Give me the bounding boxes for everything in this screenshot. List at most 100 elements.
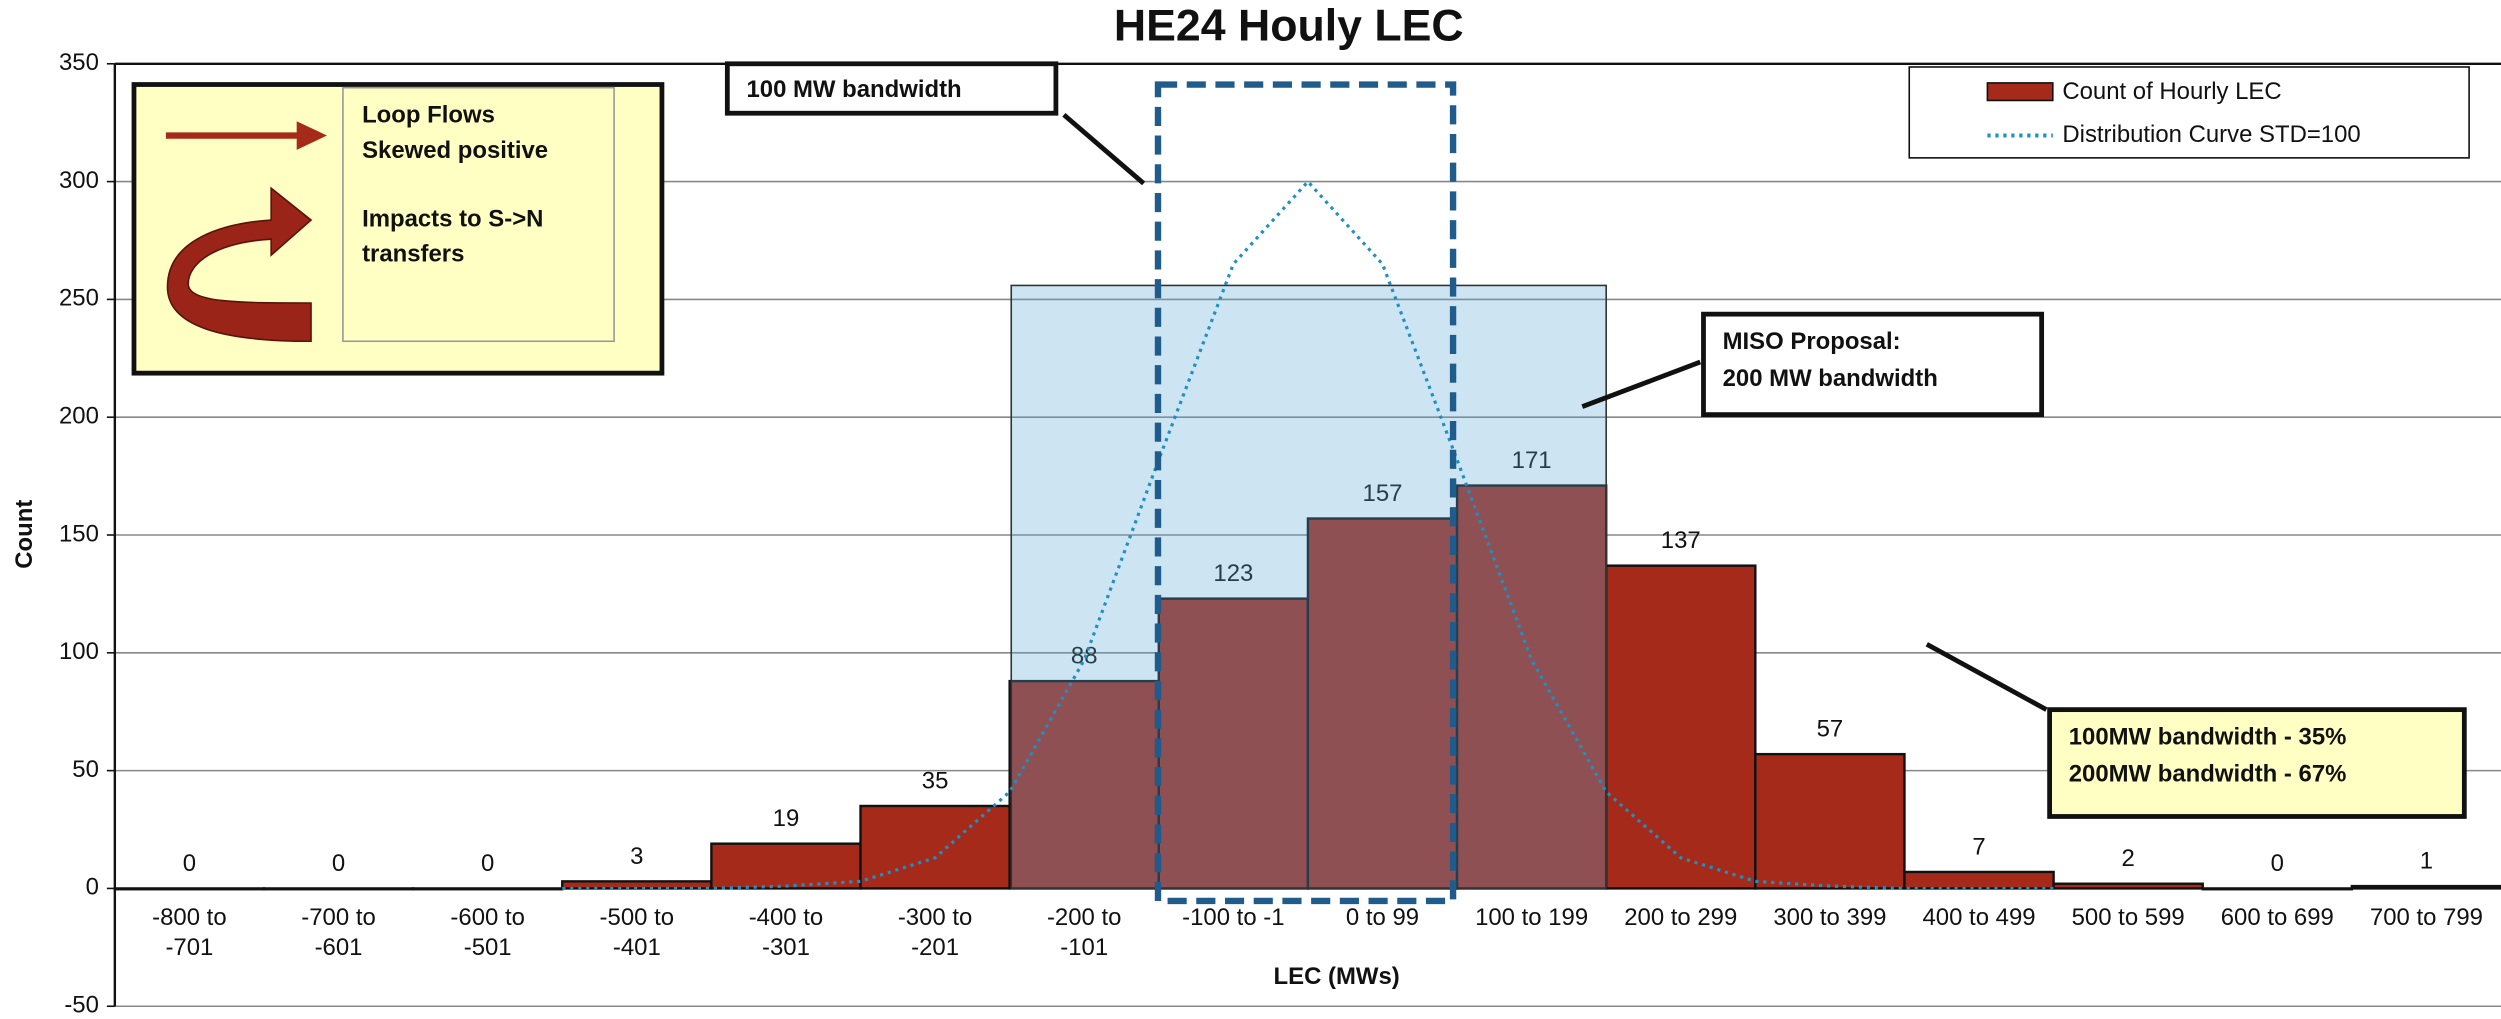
bar (2350, 884, 2501, 890)
note-text: Loop Flows (362, 102, 495, 129)
bar (1008, 679, 1160, 890)
callout-line (1925, 642, 2048, 712)
bar (262, 887, 415, 891)
bar (2201, 887, 2354, 891)
x-tick-label-box: -400 to -301 (748, 904, 824, 962)
x-tick-label-box: 200 to 299 (1624, 904, 1738, 932)
x-tick-label: -300 to -201 (897, 904, 973, 962)
y-tick-label: 250 (59, 285, 99, 312)
callout-text: 200 MW bandwidth (1723, 365, 1938, 392)
callout-box (724, 61, 1059, 116)
x-tick-label: 300 to 399 (1773, 904, 1887, 932)
x-tick-label: -600 to -501 (450, 904, 525, 962)
x-tick-label-box: -800 to -701 (152, 904, 227, 962)
y-tick-label: -50 (64, 992, 99, 1019)
bar (1604, 564, 1757, 890)
data-label: 171 (1512, 447, 1552, 474)
data-label: 1 (2420, 847, 2433, 874)
x-tick-label: -200 to -101 (1046, 904, 1122, 962)
callout-line (1062, 113, 1146, 186)
curved-arrow-icon (166, 186, 313, 343)
data-label: 57 (1817, 716, 1844, 743)
bar (1903, 870, 2055, 890)
x-tick-label-box: -300 to -201 (897, 904, 973, 962)
x-tick-label-box: -100 to -1 (1182, 904, 1285, 932)
band-200mw (1010, 284, 1607, 890)
chart-title: HE24 Houly LEC (1114, 2, 1464, 51)
callout-box (1701, 311, 2045, 418)
callout-text: MISO Proposal: (1723, 328, 1901, 355)
callout-line (1581, 359, 1702, 409)
x-tick-label: -100 to -1 (1182, 904, 1285, 932)
data-label: 19 (773, 805, 800, 832)
note-text: Skewed positive (362, 137, 548, 164)
note-inner (342, 86, 615, 343)
legend-swatch (1986, 82, 2054, 102)
y-axis-label: Count (11, 500, 38, 569)
bar (1306, 517, 1459, 890)
legend-label: Distribution Curve STD=100 (2062, 121, 2360, 148)
x-tick-label-box: 600 to 699 (2220, 904, 2334, 932)
data-label: 0 (2271, 850, 2284, 877)
bar (859, 804, 1011, 890)
x-tick-label: -500 to -401 (599, 904, 675, 962)
note-text: transfers (362, 240, 464, 267)
bar (1455, 484, 1608, 890)
x-tick-label-box: 400 to 499 (1922, 904, 2036, 932)
x-tick-label-box: -200 to -101 (1046, 904, 1122, 962)
bar (1157, 597, 1310, 890)
x-tick-label-box: 300 to 399 (1773, 904, 1887, 932)
band-100mw (1154, 81, 1457, 905)
x-tick-label: 600 to 699 (2220, 904, 2334, 932)
y-tick-label: 200 (59, 403, 99, 430)
bar (1754, 752, 1906, 890)
curve (562, 179, 2054, 891)
callout-text: 100MW bandwidth - 35% (2069, 724, 2347, 751)
callout-text: 100 MW bandwidth (746, 76, 961, 103)
data-label: 2 (2122, 845, 2135, 872)
y-tick-label: 100 (59, 638, 99, 665)
legend-label: Count of Hourly LEC (2062, 78, 2281, 105)
bar (113, 887, 266, 891)
data-label: 123 (1213, 560, 1253, 587)
x-tick-label-box: -600 to -501 (450, 904, 525, 962)
y-tick-label: 350 (59, 49, 99, 76)
note-text: Impacts to S->N (362, 205, 543, 232)
y-tick-label: 50 (72, 756, 99, 783)
data-label: 0 (332, 850, 345, 877)
bar (2052, 882, 2204, 890)
y-tick-label: 300 (59, 167, 99, 194)
data-label: 0 (481, 850, 494, 877)
x-tick-label-box: 700 to 799 (2370, 904, 2483, 931)
x-tick-label: 500 to 599 (2071, 904, 2185, 932)
x-tick-label: -700 to -601 (301, 904, 376, 962)
callout-text: 200MW bandwidth - 67% (2069, 760, 2347, 787)
data-label: 35 (922, 767, 949, 794)
bar (411, 887, 564, 891)
x-axis-label: LEC (MWs) (1274, 963, 1400, 990)
x-tick-label: -400 to -301 (748, 904, 824, 962)
callout-box (2047, 707, 2467, 819)
data-label: 7 (1972, 833, 1985, 860)
legend-items: Count of Hourly LEC Distribution Curve ST… (1986, 78, 2361, 148)
x-tick-label-box: 0 to 99 (1345, 904, 1420, 932)
data-label: 3 (630, 843, 643, 870)
distribution-curve (562, 179, 2054, 891)
x-tick-label-box: -700 to -601 (301, 904, 376, 962)
x-tick-label: 400 to 499 (1922, 904, 2036, 932)
arrow-head (296, 121, 327, 150)
x-tick-label: 200 to 299 (1624, 904, 1738, 932)
x-tick-label: -800 to -701 (152, 904, 227, 962)
x-tick-label: 0 to 99 (1345, 904, 1420, 932)
bar (710, 842, 862, 890)
data-label: 137 (1661, 527, 1701, 554)
data-label: 157 (1363, 480, 1403, 507)
y-tick-label: 150 (59, 520, 99, 547)
data-label: 0 (183, 850, 196, 877)
x-tick-label-box: -500 to -401 (599, 904, 675, 962)
x-tick-label-box: 500 to 599 (2071, 904, 2185, 932)
y-tick-label: 0 (86, 874, 99, 901)
